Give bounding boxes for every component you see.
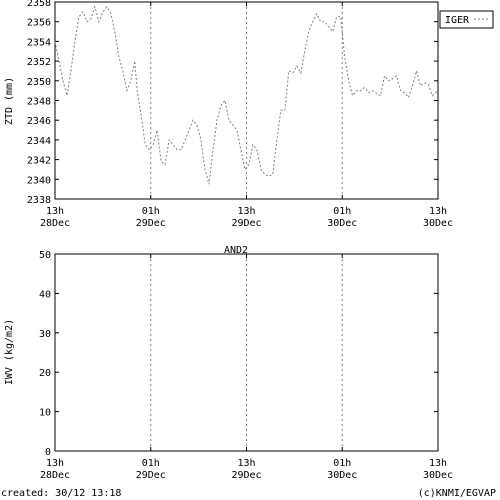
ztd-y-tick-label: 2340 <box>27 175 51 186</box>
ztd-y-tick-label: 2356 <box>27 18 51 29</box>
iwv-y-tick-label: 10 <box>39 408 51 419</box>
ztd-vertical-grid <box>150 2 343 199</box>
iwv-chart-title: AND2 <box>224 245 248 256</box>
ztd-y-axis: 2338 2340 2342 2344 2346 2348 2350 2352 2354 2356… <box>27 0 438 206</box>
iwv-x-tick-label-date: 29Dec <box>136 470 166 481</box>
legend-box <box>439 10 494 29</box>
ztd-x-tick-label-time: 13h <box>46 206 64 217</box>
created-timestamp: created: 30/12 13:18 <box>1 488 122 499</box>
iwv-plot-frame <box>54 253 439 452</box>
iwv-vertical-grid <box>150 254 343 451</box>
ztd-x-tick-label-time: 01h <box>333 206 351 217</box>
ztd-y-tick-label: 2352 <box>27 57 51 68</box>
ztd-y-tick-label: 2338 <box>27 195 51 206</box>
ztd-y-axis-label: ZTD (mm) <box>4 77 15 125</box>
ztd-y-tick-label: 2344 <box>27 136 51 147</box>
ztd-x-tick-label-date: 30Dec <box>423 218 453 229</box>
ztd-legend: IGER <box>439 10 494 29</box>
iwv-x-tick-label-date: 30Dec <box>423 470 453 481</box>
legend-entry-iger: IGER <box>445 15 470 26</box>
iwv-y-tick-label: 40 <box>39 289 51 300</box>
ztd-x-tick-label-time: 13h <box>429 206 447 217</box>
ztd-chart: 2338 2340 2342 2344 2346 2348 2350 2352 2354 2356… <box>4 0 494 229</box>
ztd-x-tick-label-date: 29Dec <box>231 218 261 229</box>
ztd-y-tick-label: 2350 <box>27 77 51 88</box>
ztd-plot-frame <box>54 1 439 200</box>
ztd-x-tick-label-date: 29Dec <box>136 218 166 229</box>
ztd-y-tick-label: 2346 <box>27 116 51 127</box>
series-line-iger <box>54 5 439 185</box>
iwv-x-tick-label-time: 13h <box>429 458 447 469</box>
ztd-y-tick-label: 2354 <box>27 37 51 48</box>
iwv-y-axis: 0 10 20 30 40 50 <box>39 250 438 458</box>
ztd-x-tick-label-time: 01h <box>142 206 160 217</box>
ztd-x-tick-label-date: 28Dec <box>40 218 70 229</box>
iwv-x-tick-label-time: 13h <box>237 458 255 469</box>
ztd-y-tick-label: 2348 <box>27 97 51 108</box>
ztd-y-tick-label: 2342 <box>27 156 51 167</box>
iwv-x-tick-label-date: 29Dec <box>231 470 261 481</box>
iwv-x-tick-label-date: 28Dec <box>40 470 70 481</box>
iwv-y-tick-label: 20 <box>39 368 51 379</box>
copyright-credit: (c)KNMI/EGVAP <box>417 488 496 499</box>
iwv-x-tick-label-date: 30Dec <box>327 470 357 481</box>
ztd-y-tick-label: 2358 <box>27 0 51 9</box>
iwv-y-axis-label: IWV (kg/m2) <box>4 319 15 385</box>
iwv-x-tick-label-time: 01h <box>142 458 160 469</box>
ztd-x-tick-label-time: 13h <box>237 206 255 217</box>
iwv-x-tick-label-time: 13h <box>46 458 64 469</box>
iwv-y-tick-label: 30 <box>39 329 51 340</box>
ztd-series <box>54 5 439 185</box>
iwv-y-tick-label: 50 <box>39 250 51 261</box>
ztd-x-tick-label-date: 30Dec <box>327 218 357 229</box>
iwv-x-tick-label-time: 01h <box>333 458 351 469</box>
iwv-y-tick-label: 0 <box>45 447 51 458</box>
